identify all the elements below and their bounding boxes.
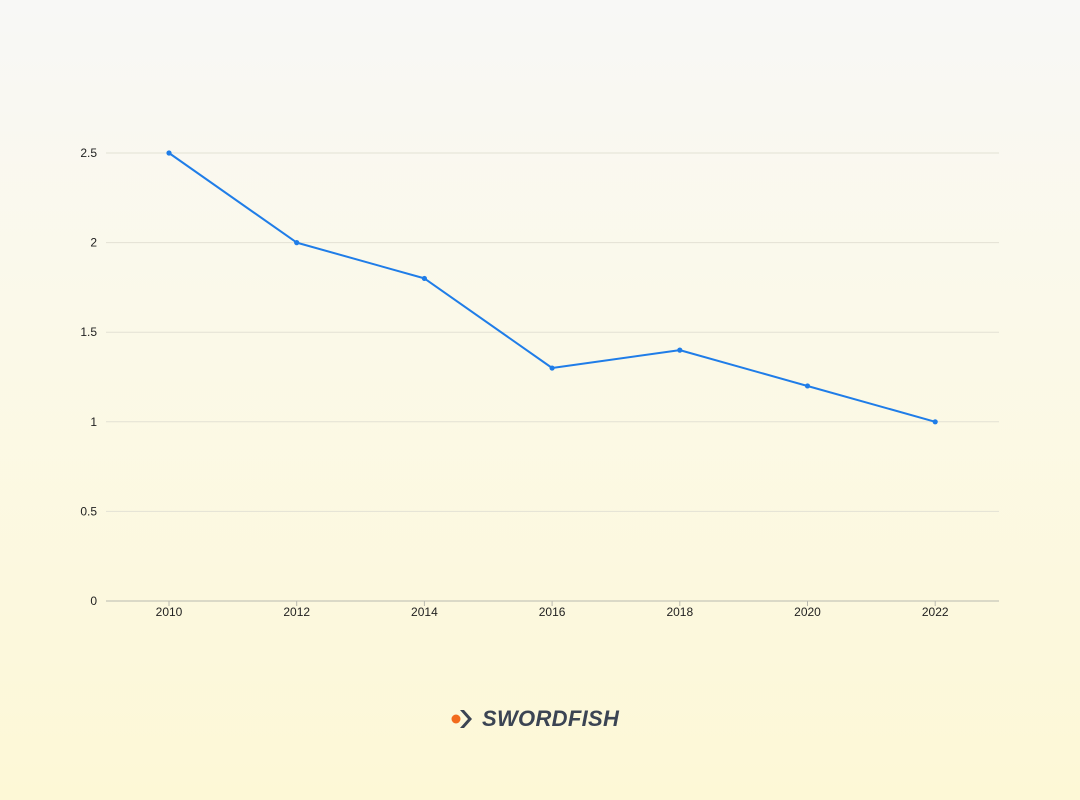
x-tick-label: 2016: [539, 605, 566, 619]
y-tick-label: 2.5: [80, 146, 97, 160]
data-point: [421, 275, 427, 282]
y-tick-label: 1: [90, 415, 97, 429]
x-tick-label: 2018: [666, 605, 693, 619]
data-point: [549, 365, 555, 371]
data-point: [804, 383, 811, 389]
swordfish-logo-icon: [451, 710, 472, 728]
x-tick-label: 2022: [922, 605, 949, 619]
y-axis-tick-labels: 0 0.5 1 1.5 2 2.5: [80, 146, 97, 608]
logo-dot: [451, 714, 461, 724]
brand-logo: SWORDFISH: [450, 704, 619, 734]
x-tick-label: 2020: [794, 605, 821, 619]
x-tick-label: 2014: [411, 605, 438, 619]
y-tick-label: 1.5: [80, 325, 97, 339]
x-tick-label: 2012: [283, 605, 310, 619]
series-line: [168, 152, 937, 423]
data-point: [677, 347, 683, 353]
series: [166, 150, 938, 425]
data-point: [166, 150, 172, 156]
x-tick-label: 2010: [156, 605, 183, 619]
data-point: [294, 240, 300, 246]
y-tick-label: 0.5: [80, 504, 97, 518]
y-tick-label: 2: [90, 236, 97, 250]
grid-lines: [106, 152, 999, 512]
y-tick-label: 0: [90, 594, 97, 608]
brand-name: SWORDFISH: [482, 706, 620, 731]
logo-chevron: [460, 710, 472, 728]
x-axis-tick-labels: 2010 2012 2014 2016 2018 2020 2022: [156, 601, 949, 619]
data-point: [932, 419, 938, 425]
